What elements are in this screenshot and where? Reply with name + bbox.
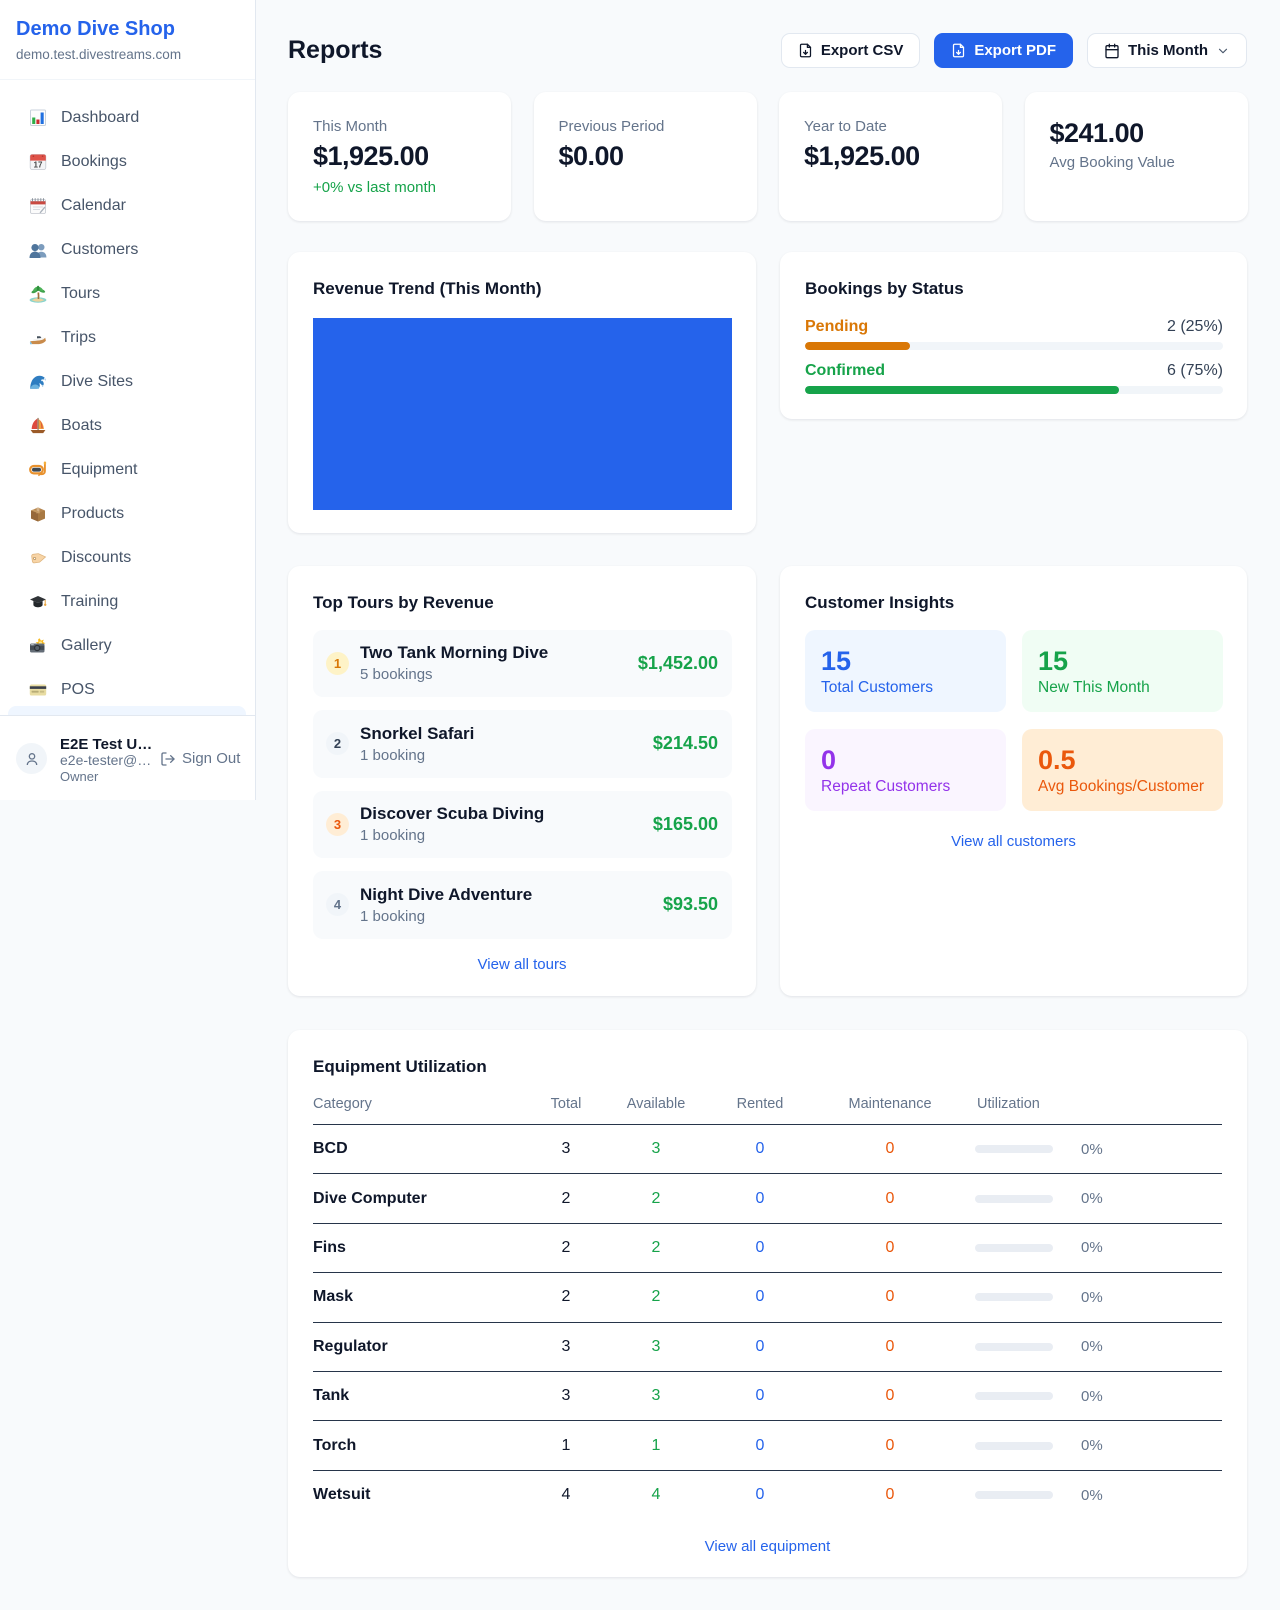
svg-text:17: 17 (34, 161, 43, 170)
